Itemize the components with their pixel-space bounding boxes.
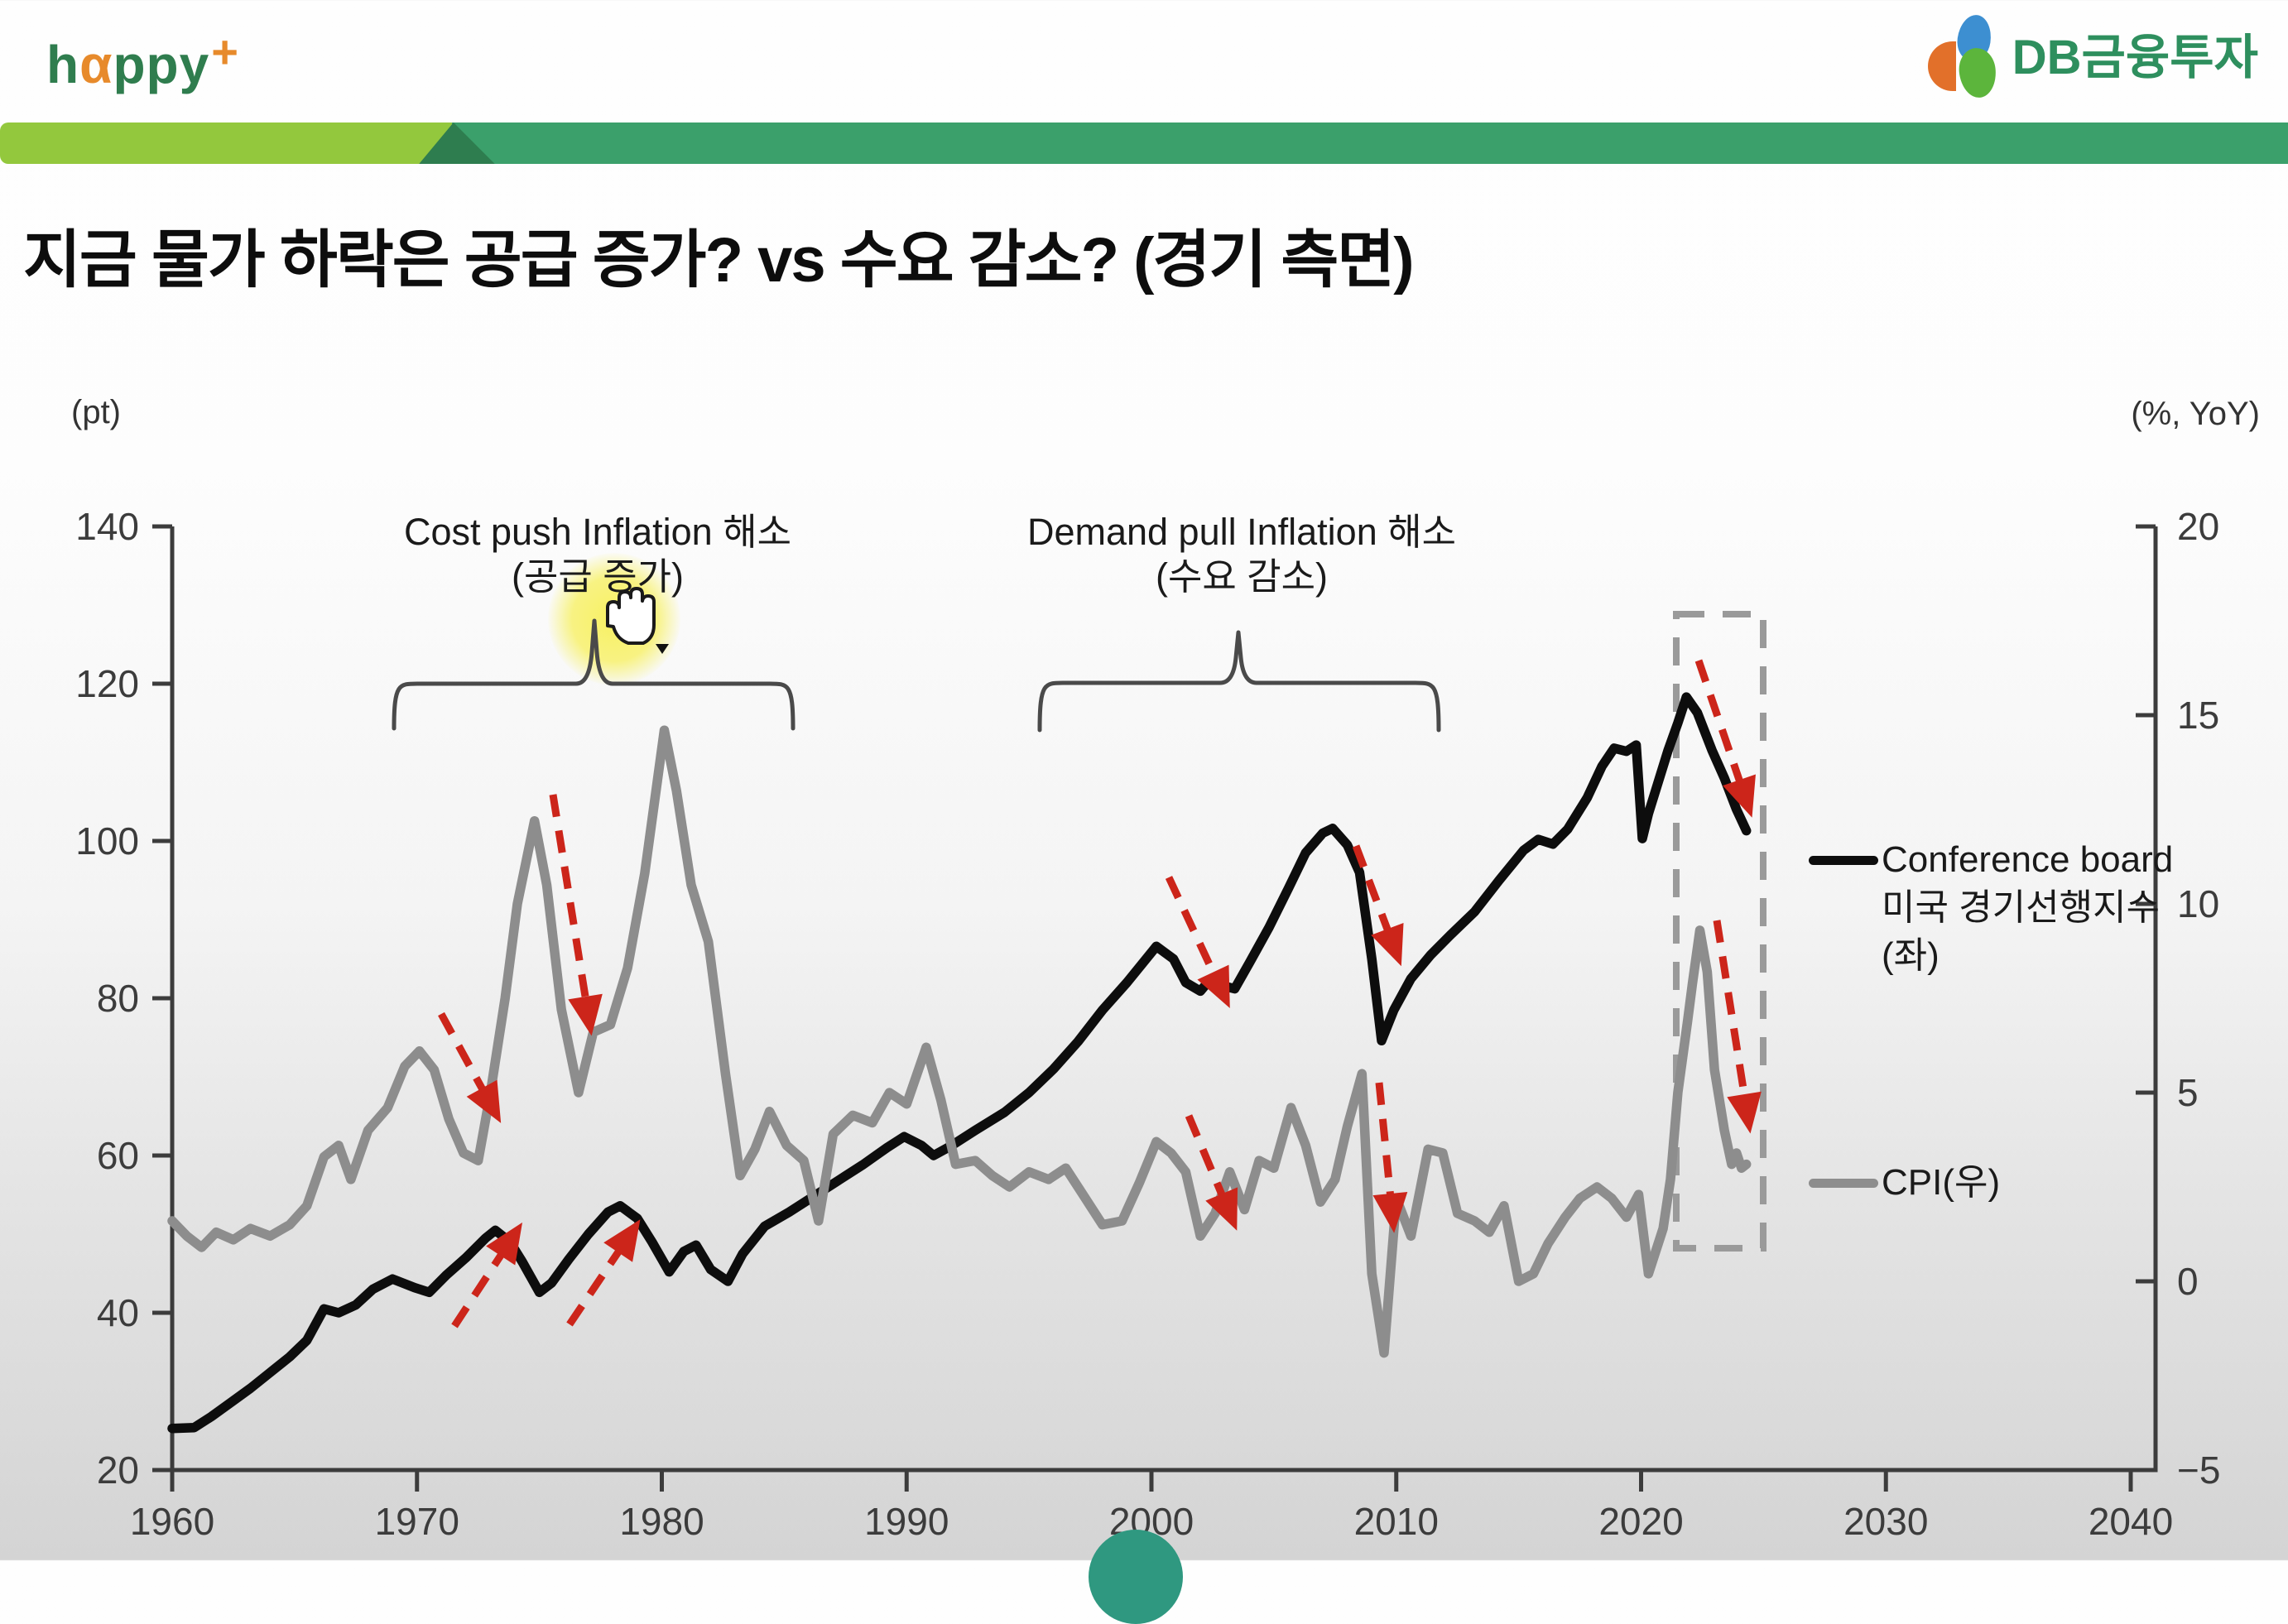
happy-logo-h: h [46, 35, 80, 94]
db-financial-logo: DB금융투자 [1925, 12, 2258, 100]
left-axis-tick-label: 60 [97, 1134, 139, 1177]
demand-pull-brace [1037, 630, 1441, 733]
db-logo-icon [1925, 12, 2007, 100]
right-axis-tick-label: 0 [2177, 1260, 2199, 1303]
left-axis-tick-label: 20 [97, 1449, 139, 1492]
annotation-cost-push-line1: Cost push Inflation 해소 [403, 511, 792, 553]
hand-cursor-shape [606, 587, 656, 645]
right-axis-tick-label: 15 [2177, 694, 2219, 737]
left-axis-tick-label: 140 [75, 505, 139, 548]
db-logo-green-petal [1956, 46, 1998, 100]
trend-arrow-head [1205, 1187, 1238, 1231]
trend-arrow-shaft [1185, 1114, 1228, 1200]
legend-lei-line1: Conference board [1882, 839, 2174, 880]
annotation-demand-pull-line2: (수요 감소) [1155, 555, 1329, 598]
trend-arrow-head [568, 993, 603, 1036]
trend-arrow-head [603, 1219, 641, 1262]
trend-arrow-shaft [451, 1249, 507, 1329]
db-logo-orange-petal [1927, 41, 1956, 91]
happy-logo-ppy: ppy [113, 35, 210, 94]
x-axis-tick-label: 1980 [619, 1500, 704, 1543]
chart-axes [170, 526, 2158, 1473]
legend-cpi-swatch [1809, 1178, 1878, 1188]
trend-arrow-shaft [438, 1011, 488, 1095]
trend-arrow-shaft [1352, 844, 1393, 935]
ribbon-bar-light-green [0, 123, 457, 164]
trend-arrow-shaft [549, 794, 590, 1002]
trend-arrow-shaft [1694, 659, 1745, 786]
left-axis-tick-label: 100 [75, 819, 139, 862]
annotation-demand-pull: Demand pull Inflation 해소 (수요 감소) [1027, 510, 1456, 599]
left-axis-tick-label: 80 [97, 977, 139, 1020]
legend-lei: Conference board 미국 경기선행지수 (좌) [1809, 836, 2173, 980]
legend-lei-swatch [1809, 855, 1878, 865]
right-axis-tick-label: 5 [2177, 1071, 2199, 1114]
x-axis-tick-label: 1960 [130, 1500, 214, 1543]
ribbon-bar-teal [452, 123, 2288, 164]
hand-cursor-icon [606, 587, 669, 654]
trend-arrow-head [486, 1222, 523, 1266]
right-axis-unit-label: (%, YoY) [2131, 396, 2260, 432]
right-axis-tick-label: 10 [2177, 882, 2219, 925]
trend-arrow-shaft [1713, 920, 1749, 1100]
x-axis-tick-label: 2040 [2089, 1500, 2173, 1543]
trend-arrow-head [466, 1079, 502, 1123]
highlight-dashed-box [1673, 611, 1766, 1252]
x-axis-tick-label: 1970 [375, 1500, 459, 1543]
happy-plus-logo: hαppy+ [46, 25, 239, 95]
legend-cpi: CPI(우) [1809, 1159, 2000, 1207]
x-axis-tick-label: 2010 [1354, 1500, 1439, 1543]
trend-arrow-head [1723, 774, 1756, 818]
left-axis-tick-label: 120 [75, 662, 139, 705]
cpi-line [167, 725, 1752, 1358]
lei-line [167, 692, 1752, 1434]
x-axis-tick-label: 2020 [1598, 1500, 1683, 1543]
happy-logo-plus: + [211, 26, 239, 78]
trend-arrow-head [1372, 1191, 1408, 1233]
trend-arrow-head [1197, 964, 1230, 1009]
left-axis-tick-label: 40 [97, 1291, 139, 1334]
page-title: 지금 물가 하락은 공급 증가? vs 수요 감소? (경기 측면) [23, 225, 1415, 295]
trend-arrow-shaft [1165, 876, 1219, 978]
legend-lei-line2: 미국 경기선행지수 [1882, 887, 2161, 928]
legend-cpi-label: CPI(우) [1882, 1162, 2001, 1203]
right-axis-tick-label: 20 [2177, 505, 2219, 548]
trend-arrow-shaft [1375, 1082, 1395, 1199]
trend-arrow-head [1727, 1091, 1762, 1134]
trend-arrow-shaft [566, 1246, 624, 1327]
happy-logo-alpha: α [79, 35, 113, 94]
right-axis-tick-label: −5 [2177, 1449, 2220, 1492]
trend-arrow-head [1371, 922, 1404, 967]
player-progress-dot[interactable] [1089, 1530, 1183, 1624]
x-axis-tick-label: 1990 [864, 1500, 949, 1543]
hand-cursor-down-arrow [656, 644, 669, 654]
db-logo-text: DB금융투자 [2012, 31, 2258, 84]
legend-lei-line3: (좌) [1882, 935, 1940, 976]
left-axis-unit-label: (pt) [71, 394, 121, 430]
annotation-demand-pull-line1: Demand pull Inflation 해소 [1026, 511, 1457, 553]
x-axis-tick-label: 2030 [1843, 1500, 1928, 1543]
